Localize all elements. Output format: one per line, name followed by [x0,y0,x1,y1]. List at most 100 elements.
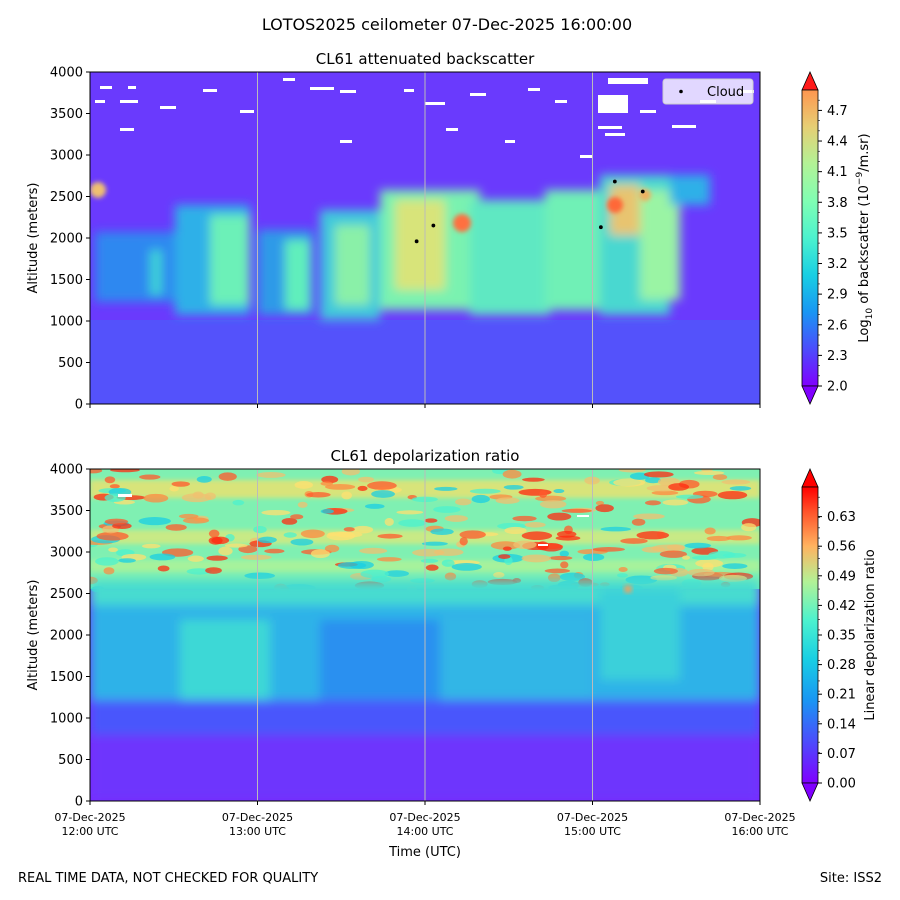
colorbar-tick-label: 0.07 [827,747,856,762]
x-tick-date: 07-Dec-2025 [54,811,125,824]
y-tick-label: 1500 [50,670,83,685]
depol-noise-patch [651,490,679,496]
depol-noise-patch [324,483,356,490]
depol-noise-patch [157,565,170,572]
x-tick-date: 07-Dec-2025 [389,811,460,824]
depol-noise-patch [181,493,212,503]
colorbar-tick-label: 0.42 [827,599,856,614]
depol-noise-patch [503,484,524,490]
depol-noise-patch [384,517,394,526]
depol-noise-patch [398,519,427,527]
depol-noise-patch [444,572,457,581]
depol-noise-patch [595,504,614,513]
depol-noise-patch [320,509,334,514]
depol-noise-patch [469,488,501,494]
y-tick-label: 1500 [50,273,83,288]
depol-noise-patch [281,518,298,525]
depol-noise-patch [300,529,325,539]
depol-noise-patch [261,509,291,516]
depol-noise-patch [341,491,352,500]
colorbar-tick-label: 4.7 [827,104,848,119]
depol-noise-patch [384,570,410,577]
depol-noise-patch [206,555,228,561]
depol-noise-patch [118,558,136,563]
depol-noise-patch [377,533,403,539]
depol-noise-patch [521,554,552,563]
depol-noise-patch [433,548,464,556]
depol-noise-patch [521,531,553,541]
depol-noise-patch [633,513,665,520]
colorbar-tick-label: 3.5 [827,226,848,241]
colorbar-tick-label: 4.1 [827,165,848,180]
depol-noise-patch [182,517,210,524]
depol-noise-patch [717,490,748,500]
colorbar-tick-label: 0.49 [827,569,856,584]
colorbar-tick-label: 3.8 [827,196,848,211]
depol-noise-patch [290,538,314,546]
depol-noise-patch [343,527,355,532]
depol-noise-patch [539,500,567,509]
backscatter-panel: CL61 attenuated backscatter [26,50,875,413]
y-tick-label: 3500 [50,107,83,122]
depol-noise-patch [321,475,339,484]
depolarization-y-axis: 0 500 1000 1500 2000 2500 3000 3500 4000 [50,463,90,810]
y-tick-label: 500 [58,753,83,768]
backscatter-heatmap [90,72,760,404]
depol-noise-patch [544,568,571,574]
depol-noise-patch [357,485,368,491]
y-tick-label: 1000 [50,712,83,727]
depol-noise-patch [434,486,458,491]
depol-noise-patch [169,485,179,492]
cloud-point [431,223,436,228]
depol-noise-patch [204,492,216,500]
depol-noise-patch [358,476,375,483]
depol-noise-patch [653,567,678,575]
depol-noise-patch [595,500,605,506]
y-tick-label: 2000 [50,629,83,644]
depol-noise-patch [459,530,486,539]
depolarization-ylabel: Altitude (meters) [26,580,41,691]
backscatter-colorbar-label: Log10 of backscatter (10−9/m.sr) [855,133,875,342]
depol-noise-patch [675,494,704,499]
depol-noise-patch [420,558,439,563]
colorbar-tick-label: 2.0 [827,380,848,395]
cloud-point [414,239,419,244]
depol-noise-patch [310,549,330,559]
depol-noise-patch [149,553,176,561]
depol-noise-patch [451,563,482,571]
depol-noise-patch [297,501,308,508]
depol-noise-patch [455,498,472,506]
depol-noise-patch [257,536,277,544]
depolarization-colorbar: 0.00 0.07 0.14 0.21 0.28 0.35 0.42 0.49 0.56 0.63… [801,468,878,802]
depol-noise-patch [224,543,248,548]
depol-noise-patch [425,564,439,571]
depol-noise-patch [560,561,569,569]
depol-noise-patch [359,547,388,554]
depol-noise-patch [650,575,678,581]
depol-noise-patch [547,573,561,583]
depol-noise-patch [218,472,237,481]
depol-noise-patch [538,490,548,498]
x-tick-time: 14:00 UTC [396,825,453,838]
cloud-legend: Cloud [662,78,754,105]
depol-noise-patch [290,514,304,520]
depol-noise-patch [559,550,569,557]
depol-noise-patch [104,518,129,525]
depol-noise-patch [471,494,490,504]
depol-noise-patch [636,531,670,540]
depol-noise-patch [726,535,752,541]
depol-noise-patch [108,547,118,552]
depol-noise-patch [522,477,545,482]
depol-noise-patch [376,557,402,562]
depol-noise-patch [645,500,661,506]
depol-noise-patch [110,469,140,473]
depol-noise-patch [171,481,190,487]
depol-noise-patch [421,541,448,546]
depol-noise-patch [367,481,397,490]
depol-noise-patch [493,572,505,578]
depolarization-colorbar-label: Linear depolarization ratio [863,549,878,720]
colorbar-tick-label: 0.28 [827,658,856,673]
depol-noise-patch [142,543,161,549]
